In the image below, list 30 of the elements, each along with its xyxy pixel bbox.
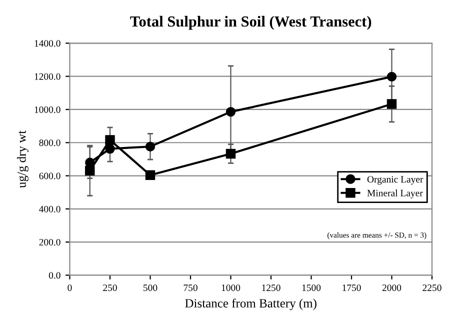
x-axis-title: Distance from Battery (m) bbox=[185, 298, 316, 310]
y-tick-label: 600.0 bbox=[39, 172, 60, 180]
x-tick-label: 1500 bbox=[302, 284, 321, 292]
x-tick-label: 2250 bbox=[422, 284, 442, 292]
y-tick-label: 800.0 bbox=[39, 140, 60, 146]
x-tick-label: 1250 bbox=[262, 284, 280, 292]
y-tick-label: 1200.0 bbox=[34, 73, 60, 80]
point bbox=[226, 148, 236, 159]
x-tick-label: 250 bbox=[103, 284, 117, 292]
x-tick-label: 500 bbox=[144, 284, 158, 292]
y-tick-label: 200.0 bbox=[39, 238, 60, 246]
point bbox=[145, 170, 156, 180]
point bbox=[226, 106, 236, 117]
x-tick-label: 0 bbox=[68, 284, 72, 292]
legend-label: Mineral Layer bbox=[367, 190, 423, 198]
point bbox=[85, 166, 95, 176]
x-tick-label: 2000 bbox=[382, 284, 402, 292]
legend-label: Organic Layer bbox=[367, 176, 424, 185]
y-tick-label: 400.0 bbox=[39, 206, 60, 212]
point bbox=[386, 99, 397, 109]
point bbox=[145, 142, 156, 152]
x-tick-label: 1000 bbox=[222, 284, 240, 292]
y-tick-label: 1000.0 bbox=[34, 106, 60, 113]
y-axis-title: ug/g dry wt bbox=[17, 130, 28, 188]
chart-title: Total Sulphur in Soil (West Transect) bbox=[130, 16, 372, 30]
point bbox=[386, 72, 397, 82]
y-tick-label: 1400.0 bbox=[34, 40, 60, 47]
x-tick-label: 1750 bbox=[342, 284, 361, 292]
y-tick-label: 0.0 bbox=[48, 272, 60, 279]
x-tick-label: 750 bbox=[184, 284, 198, 292]
